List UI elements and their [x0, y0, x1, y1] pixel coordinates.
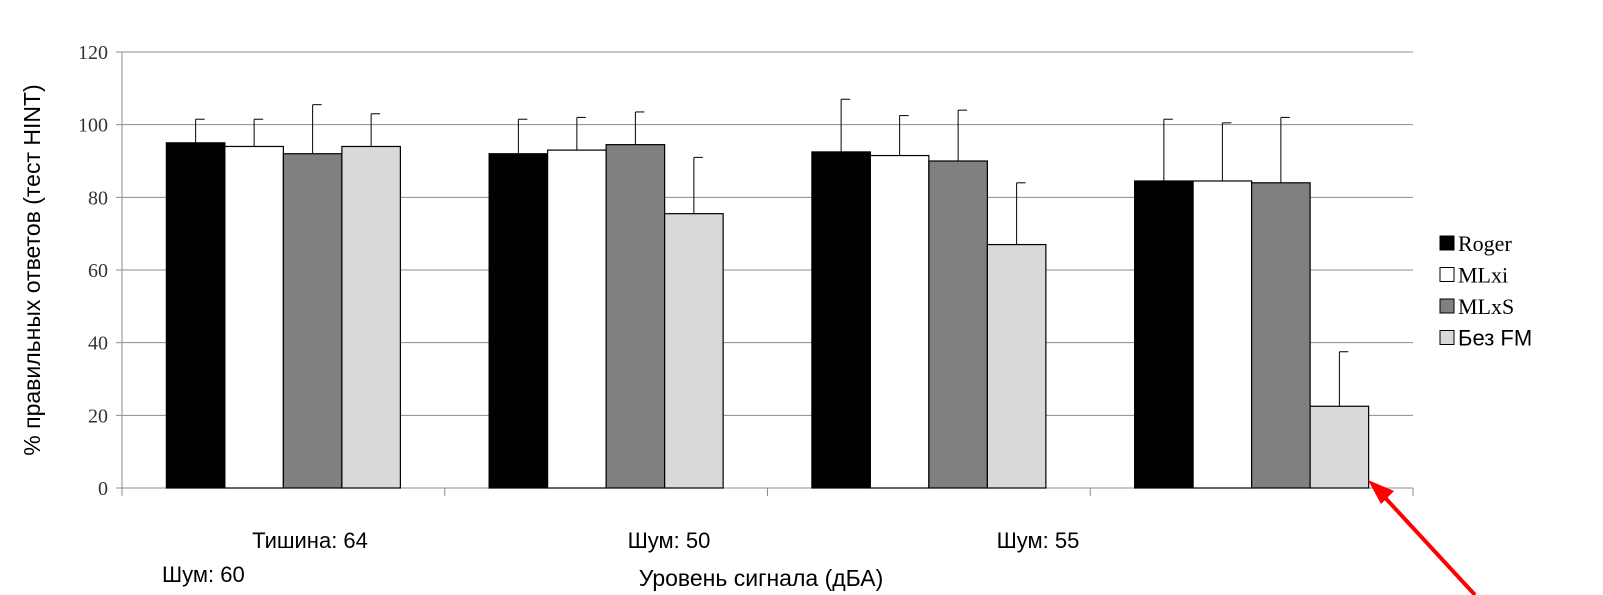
bar-Без FM-0 — [341, 145, 401, 489]
y-tick-label: 40 — [88, 333, 108, 355]
bars — [165, 142, 1370, 489]
y-tick-label: 20 — [88, 405, 108, 427]
category-label-extra: Шум: 60 — [162, 562, 245, 587]
bar-Без FM-1 — [664, 213, 724, 489]
y-tick-label: 100 — [78, 115, 108, 137]
y-tick-labels: 0 20 40 60 80 100 120 — [78, 42, 108, 500]
bar-MLxS-1 — [605, 144, 666, 489]
y-axis-title: % правильных ответов (тест HINT) — [19, 84, 45, 455]
category-label-0: Тишина: 64 — [252, 528, 368, 553]
legend-swatch-0 — [1439, 235, 1455, 251]
red-arrow-annotation — [1368, 480, 1477, 595]
bar-Roger-1 — [488, 153, 549, 489]
legend-swatch-3 — [1439, 330, 1455, 345]
legend-label-0: Roger — [1458, 231, 1512, 256]
bar-MLxi-1 — [547, 149, 607, 489]
bar-Roger-2 — [811, 151, 871, 489]
legend-label-3: Без FM — [1458, 326, 1532, 351]
category-label-2: Шум: 55 — [997, 528, 1080, 553]
legend-swatch-2 — [1439, 298, 1455, 314]
legend-label-2: MLxS — [1458, 294, 1514, 319]
bar-Без FM-3 — [1309, 405, 1370, 489]
legend: Roger MLxi MLxS Без FM — [1439, 231, 1532, 351]
category-label-1: Шум: 50 — [628, 528, 711, 553]
bar-MLxi-0 — [224, 145, 284, 489]
bar-MLxi-3 — [1192, 180, 1253, 489]
bar-MLxS-3 — [1251, 182, 1311, 489]
bar-Roger-3 — [1134, 180, 1194, 489]
bar-MLxi-2 — [869, 154, 930, 489]
bar-Roger-0 — [165, 142, 226, 489]
error-bars — [195, 98, 1349, 407]
bar-Без FM-2 — [986, 243, 1047, 489]
y-tick-label: 120 — [78, 42, 108, 64]
y-tick-label: 0 — [98, 478, 108, 500]
bar-MLxS-2 — [928, 160, 988, 489]
bar-MLxS-0 — [282, 153, 343, 489]
category-labels: Тишина: 64 Шум: 50 Шум: 55 Шум: 60 — [162, 528, 1079, 587]
legend-label-1: MLxi — [1458, 263, 1508, 288]
legend-swatch-1 — [1439, 267, 1455, 282]
x-axis-title: Уровень сигнала (дБА) — [639, 565, 884, 591]
y-tick-label: 60 — [88, 260, 108, 282]
y-tick-label: 80 — [88, 187, 108, 209]
